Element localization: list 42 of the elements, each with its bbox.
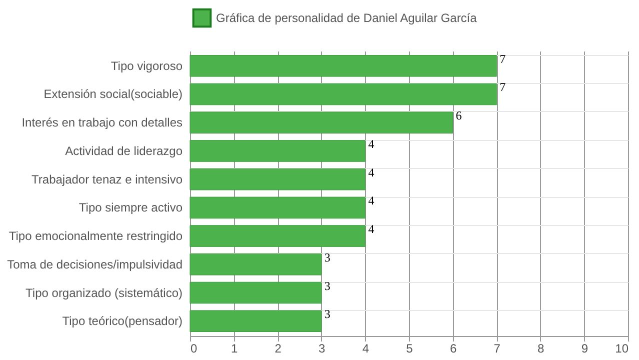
bar — [190, 55, 497, 77]
y-tick-label: Trabajador tenaz e intensivo — [32, 172, 183, 186]
x-tick-label: 6 — [450, 342, 457, 356]
x-tick-label: 10 — [615, 342, 629, 356]
data-label: 4 — [368, 136, 374, 151]
y-tick-label: Toma de decisiones/impulsividad — [7, 257, 182, 272]
bar — [190, 225, 366, 247]
data-label: 7 — [500, 80, 506, 94]
bar — [190, 83, 497, 106]
data-label: 3 — [324, 250, 330, 264]
x-tick-label: 4 — [362, 342, 370, 356]
y-tick-label: Tipo teórico(pensador) — [62, 314, 183, 328]
data-label: 3 — [324, 307, 330, 322]
x-tick-label: 3 — [318, 342, 326, 356]
bar — [190, 282, 322, 304]
y-tick-label: Interés en trabajo con detalles — [22, 116, 182, 130]
x-tick-label: 2 — [274, 342, 282, 356]
y-tick-label: Tipo emocionalmente restringido — [8, 229, 183, 244]
bar — [190, 168, 366, 190]
bar — [190, 310, 322, 332]
data-label: 6 — [456, 108, 462, 123]
bar — [190, 196, 366, 219]
y-tick-label: Actividad de liderazgo — [65, 144, 183, 158]
y-tick-label: Tipo organizado (sistemático) — [26, 286, 182, 300]
data-label: 3 — [324, 278, 330, 293]
x-tick-label: 0 — [190, 342, 198, 356]
data-label: 4 — [368, 194, 374, 208]
data-label: 4 — [368, 222, 374, 236]
x-tick-label: 7 — [494, 342, 501, 356]
bar — [190, 140, 366, 162]
y-tick-label: Tipo vigoroso — [110, 58, 183, 73]
y-tick-label: Extensión social(sociable) — [44, 87, 182, 102]
bar — [190, 254, 322, 276]
data-label: 7 — [500, 52, 506, 66]
y-tick-label: Tipo siempre activo — [78, 200, 183, 215]
x-tick-label: 1 — [230, 342, 238, 356]
legend-label: Gráfica de personalidad de Daniel Aguilar García — [216, 11, 478, 25]
x-tick-label: 9 — [581, 342, 588, 356]
data-label: 4 — [368, 165, 374, 180]
x-tick-label: 5 — [406, 342, 414, 356]
bar — [190, 112, 454, 134]
x-tick-label: 8 — [538, 342, 545, 356]
